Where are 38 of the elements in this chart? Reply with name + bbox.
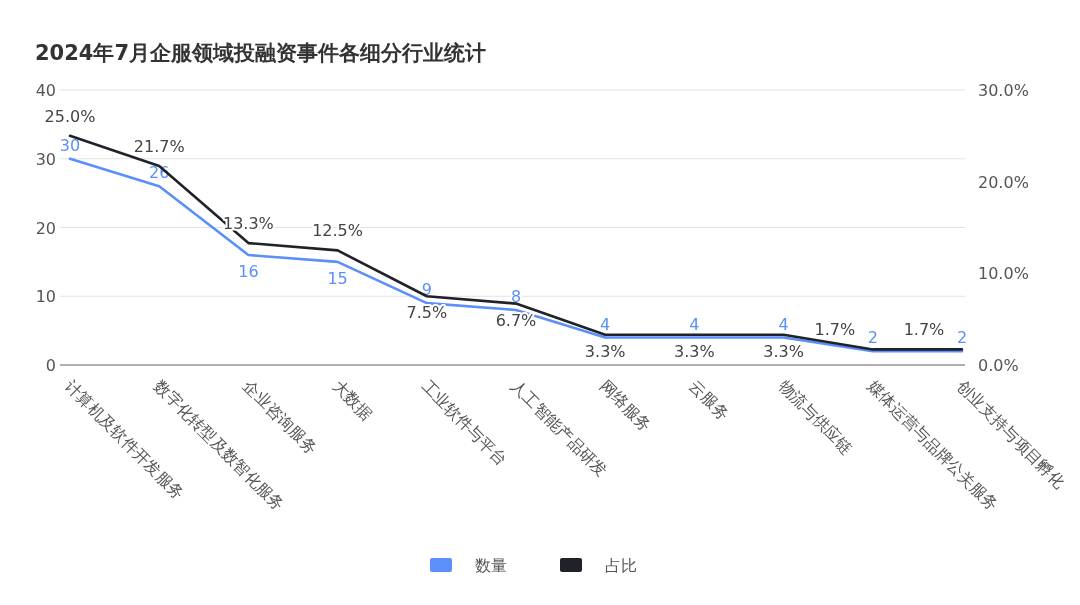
data-label: 2 <box>867 328 878 348</box>
y2-tick-label: 10.0% <box>978 264 1029 284</box>
data-label: 9 <box>421 280 432 300</box>
y-tick-label: 30 <box>35 149 56 169</box>
data-label: 1.7% <box>903 320 945 340</box>
data-label: 3.3% <box>763 341 804 361</box>
data-label: 6.7% <box>495 310 537 330</box>
data-label: 2 <box>956 328 968 348</box>
x-tick-label: 物流与供应链 <box>774 376 857 458</box>
x-tick-label: 大数据 <box>328 376 377 424</box>
x-tick-label: 网络服务 <box>596 376 656 436</box>
x-tick-label: 云服务 <box>685 376 733 424</box>
data-label: 8 <box>510 287 522 306</box>
chart-title: 2024年7月企服领域投融资事件各细分行业统计 <box>35 41 487 65</box>
data-label: 13.3% <box>222 214 274 234</box>
legend-label: 占比 <box>605 556 637 575</box>
y-tick-label: 20 <box>35 218 56 238</box>
y-tick-label: 10 <box>35 287 56 307</box>
data-label: 15 <box>327 268 348 288</box>
data-label: 4 <box>600 314 611 334</box>
y2-tick-label: 0.0% <box>978 356 1019 375</box>
data-label: 7.5% <box>406 303 448 323</box>
data-label: 12.5% <box>312 221 364 241</box>
data-label: 16 <box>238 262 259 281</box>
x-tick-label: 企业咨询服务 <box>239 376 321 458</box>
y-tick-label: 0 <box>45 356 56 375</box>
data-label: 4 <box>778 314 789 334</box>
y-tick-label: 40 <box>35 81 56 100</box>
data-label: 3.3% <box>584 341 626 361</box>
data-label: 30 <box>59 135 81 155</box>
y2-tick-label: 30.0% <box>978 81 1029 100</box>
data-label: 21.7% <box>133 137 185 157</box>
y2-tick-label: 20.0% <box>978 172 1029 192</box>
data-label: 4 <box>689 314 700 334</box>
data-label: 25.0% <box>44 106 96 126</box>
data-label: 3.3% <box>674 341 715 361</box>
legend-label: 数量 <box>475 556 507 575</box>
data-label: 1.7% <box>814 320 856 340</box>
